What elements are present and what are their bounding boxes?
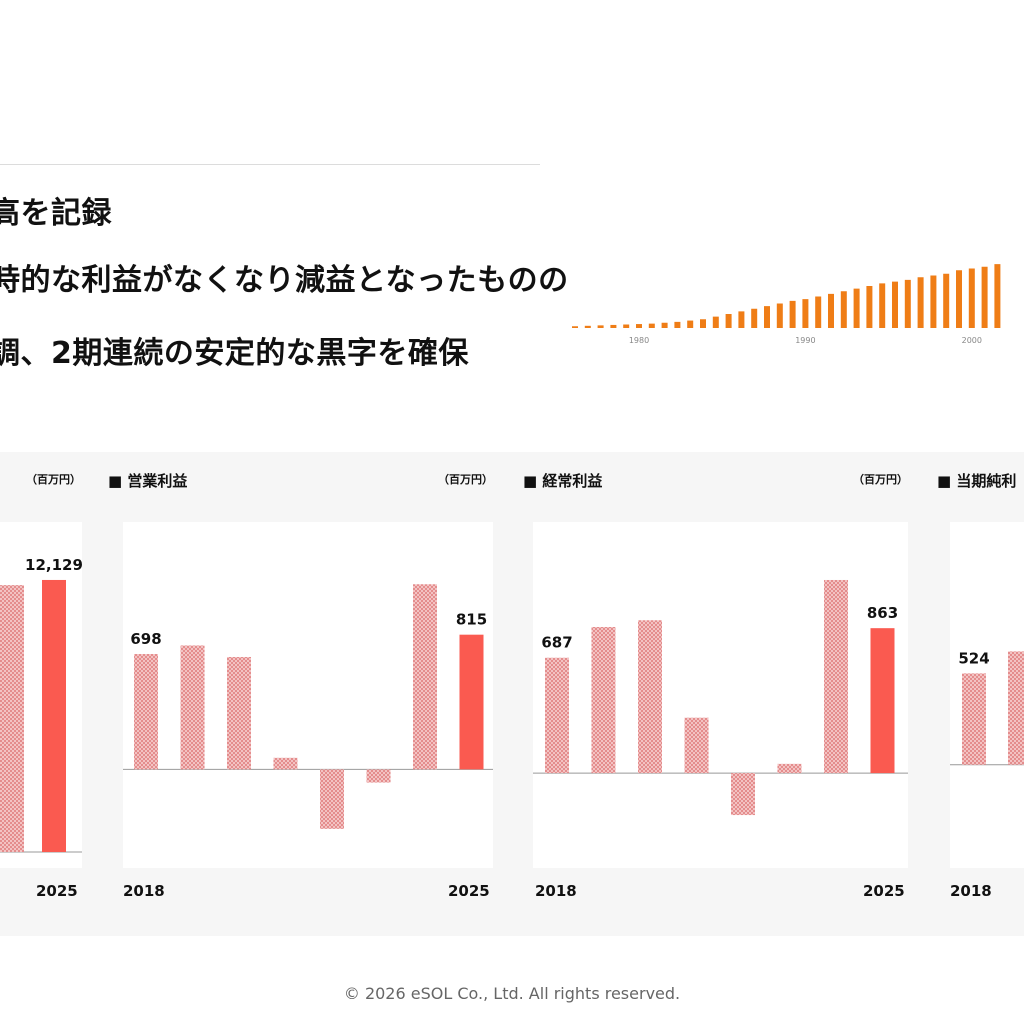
ordinary-profit-unit-label: （百万円） <box>853 473 908 486</box>
ordinary-profit-chart: 687 863 <box>533 522 908 868</box>
sales-data-label: 12,129 <box>25 556 83 574</box>
mini-chart-bar <box>648 323 655 328</box>
mini-chart-bar <box>636 324 642 328</box>
ordinary-profit-title: ■ 経常利益 <box>523 472 603 490</box>
net-data-label: 524 <box>958 649 989 667</box>
ordinary-data-label: 687 <box>541 634 572 652</box>
mini-chart-bar <box>725 314 732 328</box>
net-income-title: ■ 当期純利 <box>937 472 1017 490</box>
operating-bar <box>273 757 298 770</box>
mini-chart-bar <box>776 303 783 328</box>
ordinary-bar <box>638 620 662 774</box>
operating-bar <box>180 645 205 770</box>
ordinary-profit-x-first-label: 2018 <box>535 882 577 900</box>
mini-chart-bar <box>943 273 950 328</box>
ordinary-bar <box>731 773 755 816</box>
mini-chart-bar <box>712 316 719 328</box>
ordinary-bar <box>684 717 709 774</box>
headline-line-2: 時的な利益がなくなり減益となったものの <box>0 263 569 298</box>
mini-chart-bar <box>751 308 758 328</box>
top-divider <box>0 164 540 165</box>
mini-chart-bar <box>879 283 886 328</box>
mini-chart-tick-label: 1980 <box>629 336 649 345</box>
mini-chart-bar <box>828 293 834 328</box>
operating-bar <box>320 769 344 829</box>
mini-chart-bar <box>994 264 1001 328</box>
historical-sales-mini-chart: 1980 1990 2000 <box>572 264 1001 345</box>
net-bar <box>1008 651 1024 765</box>
sales-unit-label: （百万円） <box>26 473 81 486</box>
mini-chart-bar <box>661 322 668 328</box>
mini-chart-bar <box>674 321 681 328</box>
mini-chart-bar <box>892 281 898 328</box>
mini-chart-tick-label: 2000 <box>962 336 982 345</box>
ordinary-bar <box>591 626 616 774</box>
mini-chart-bar <box>981 266 988 328</box>
net-bar <box>962 673 986 765</box>
operating-bar <box>134 654 158 770</box>
mini-chart-bar <box>610 324 617 328</box>
mini-chart-bar <box>815 296 822 328</box>
ordinary-data-label: 863 <box>867 604 898 622</box>
ordinary-profit-x-last-label: 2025 <box>863 882 905 900</box>
operating-bar <box>227 656 251 770</box>
operating-bar <box>413 584 437 770</box>
mini-chart-bar <box>840 291 847 328</box>
mini-chart-bar <box>738 311 745 328</box>
net-income-x-first-label: 2018 <box>950 882 992 900</box>
ordinary-bar <box>824 579 848 774</box>
sales-bar <box>0 585 24 852</box>
mini-chart-bar <box>597 325 604 328</box>
mini-chart-tick-label: 1990 <box>795 336 815 345</box>
mini-chart-bar <box>623 324 630 328</box>
operating-data-label: 815 <box>456 611 487 629</box>
mini-chart-bar <box>764 306 770 328</box>
mini-chart-bar <box>930 275 937 328</box>
operating-profit-title: ■ 営業利益 <box>108 472 188 490</box>
operating-profit-x-last-label: 2025 <box>448 882 490 900</box>
mini-chart-bar <box>572 326 578 328</box>
mini-chart-bar <box>789 300 796 328</box>
headline-line-3: 調、2期連続の安定的な黒字を確保 <box>0 336 469 371</box>
operating-data-label: 698 <box>130 630 161 648</box>
headline-line-1: 高を記録 <box>0 196 112 231</box>
operating-bar <box>366 769 391 783</box>
mini-chart-bar <box>802 299 809 328</box>
mini-chart-bar <box>904 279 911 328</box>
mini-chart-bar <box>700 319 706 328</box>
operating-profit-chart: 698 815 <box>123 522 493 868</box>
net-income-chart: 524 <box>950 522 1024 868</box>
ordinary-bar <box>870 628 895 774</box>
ordinary-bar <box>545 657 569 774</box>
sales-chart: 12,129 <box>0 522 83 868</box>
mini-chart-bar <box>853 288 860 328</box>
mini-chart-bar <box>968 268 975 328</box>
operating-bar <box>459 634 484 770</box>
sales-bar <box>42 579 66 852</box>
operating-profit-x-first-label: 2018 <box>123 882 165 900</box>
mini-chart-bar <box>687 320 694 328</box>
mini-chart-bar <box>584 325 591 328</box>
mini-chart-bar <box>866 286 873 328</box>
sales-x-last-label: 2025 <box>36 882 78 900</box>
mini-chart-bar <box>956 270 962 328</box>
mini-chart-bar <box>917 277 924 328</box>
copyright-footer: © 2026 eSOL Co., Ltd. All rights reserve… <box>343 984 681 1003</box>
ordinary-bar <box>777 763 802 774</box>
operating-profit-unit-label: （百万円） <box>438 473 493 486</box>
